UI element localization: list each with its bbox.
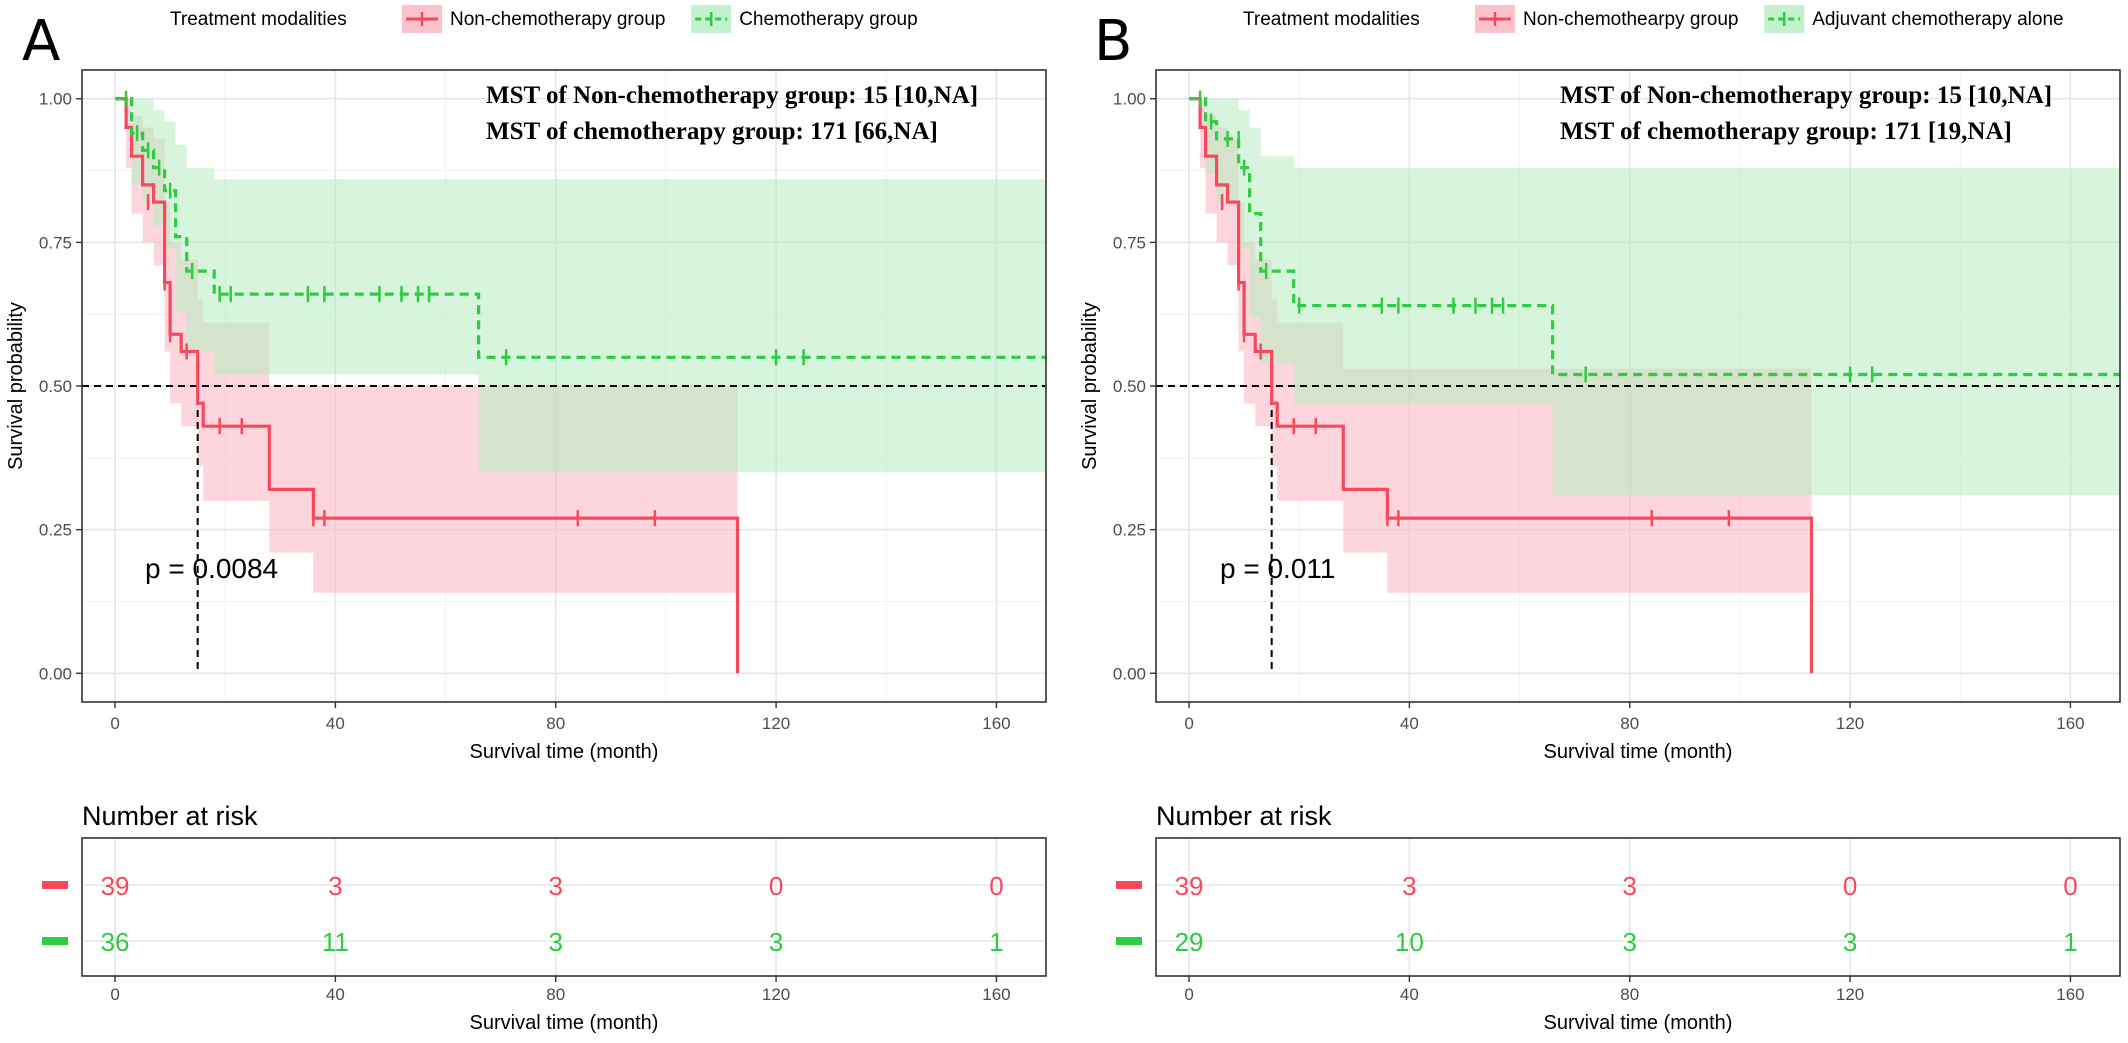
ci-band-2 [1189,98,2120,496]
y-tick-label: 0.75 [39,233,72,252]
panel-a: A Treatment modalities Non-chemotherapy gr… [5,5,1047,1034]
risk-count: 1 [2063,927,2077,957]
risk-x-tick-label: 80 [546,985,565,1004]
risk-row-marker [1116,881,1142,889]
risk-count: 10 [1395,927,1424,957]
x-axis-title: Survival time (month) [1544,741,1733,763]
risk-count: 0 [989,871,1003,901]
risk-count: 39 [1175,871,1204,901]
risk-count: 3 [549,927,563,957]
risk-table: Number at risk 39 3 3 0 0 36 11 3 3 1 0 40 80 120 160 Su… [42,801,1047,1034]
risk-x-axis-title: Survival time (month) [1544,1012,1733,1034]
x-tick-label: 80 [546,714,565,733]
risk-table-title: Number at risk [1156,801,1332,831]
panel-b: B Treatment modalities Non-chemothearpy gr… [1079,5,2121,1034]
x-tick-label: 120 [762,714,790,733]
mst-annotation-1: MST of Non-chemotherapy group: 15 [10,NA… [486,82,978,109]
legend-entry-2: Adjuvant chemotherapy alone [1812,9,2063,30]
x-tick-label: 40 [1400,714,1419,733]
survival-curve-2 [115,97,1046,359]
risk-count: 3 [1843,927,1857,957]
risk-table-title: Number at risk [82,801,258,831]
risk-count: 3 [769,927,783,957]
x-tick-label: 80 [1620,714,1639,733]
risk-x-tick-label: 120 [1836,985,1864,1004]
risk-table-border [81,837,1047,977]
risk-x-tick-label: 160 [2056,985,2084,1004]
plot-area: MST of Non-chemotherapy group: 15 [10,NA… [81,69,1047,703]
y-tick-label: 0.75 [1113,233,1146,252]
legend: Treatment modalities Non-chemotherapy gro… [170,5,918,33]
risk-x-axis-title: Survival time (month) [470,1012,659,1034]
panel-label: B [1094,9,1132,74]
y-tick-label: 0.50 [39,377,72,396]
mst-annotation-2: MST of chemotherapy group: 171 [66,NA] [486,118,938,145]
risk-count: 3 [1402,871,1416,901]
risk-count: 29 [1175,927,1204,957]
x-tick-label: 40 [326,714,345,733]
y-axis-title: Survival probability [5,302,27,470]
risk-x-tick-label: 120 [762,985,790,1004]
legend-entry-1: Non-chemotherapy group [450,9,665,30]
x-tick-label: 120 [1836,714,1864,733]
risk-x-tick-label: 40 [1400,985,1419,1004]
mst-annotation-1: MST of Non-chemotherapy group: 15 [10,NA… [1560,82,2052,109]
legend: Treatment modalities Non-chemothearpy gro… [1243,5,2064,33]
x-tick-label: 160 [982,714,1010,733]
legend-title: Treatment modalities [1243,9,1420,30]
risk-x-tick-label: 80 [1620,985,1639,1004]
risk-count: 1 [989,927,1003,957]
y-tick-label: 0.00 [1113,664,1146,683]
risk-x-tick-label: 0 [1184,985,1193,1004]
x-tick-label: 0 [1184,714,1193,733]
ci-band-2 [115,98,1047,473]
plot-area: MST of Non-chemotherapy group: 15 [10,NA… [1155,69,2121,703]
risk-count: 0 [769,871,783,901]
risk-row-marker [42,937,68,945]
risk-row-marker [1116,937,1142,945]
p-value: p = 0.011 [1220,553,1335,584]
x-tick-label: 0 [110,714,119,733]
y-tick-label: 0.25 [1113,521,1146,540]
legend-entry-2: Chemotherapy group [739,9,918,30]
panel-label: A [22,9,60,74]
x-axis-title: Survival time (month) [470,741,659,763]
risk-x-tick-label: 160 [982,985,1010,1004]
risk-count: 0 [1843,871,1857,901]
y-tick-label: 0.50 [1113,377,1146,396]
risk-count: 39 [101,871,130,901]
p-value: p = 0.0084 [145,553,278,584]
y-tick-label: 0.00 [39,664,72,683]
risk-count: 3 [328,871,342,901]
risk-count: 3 [1623,927,1637,957]
risk-x-tick-label: 40 [326,985,345,1004]
x-tick-label: 160 [2056,714,2084,733]
y-tick-label: 1.00 [39,90,72,109]
risk-row-marker [42,881,68,889]
risk-count: 0 [2063,871,2077,901]
legend-title: Treatment modalities [170,9,347,30]
risk-count: 3 [1623,871,1637,901]
risk-count: 11 [322,927,349,957]
risk-table-border [1155,837,2121,977]
risk-count: 3 [549,871,563,901]
y-tick-label: 0.25 [39,521,72,540]
y-tick-label: 1.00 [1113,90,1146,109]
risk-count: 36 [101,927,130,957]
legend-entry-1: Non-chemothearpy group [1523,9,1738,30]
mst-annotation-2: MST of chemotherapy group: 171 [19,NA] [1560,118,2012,145]
risk-x-tick-label: 0 [110,985,119,1004]
y-axis-title: Survival probability [1079,302,1101,470]
